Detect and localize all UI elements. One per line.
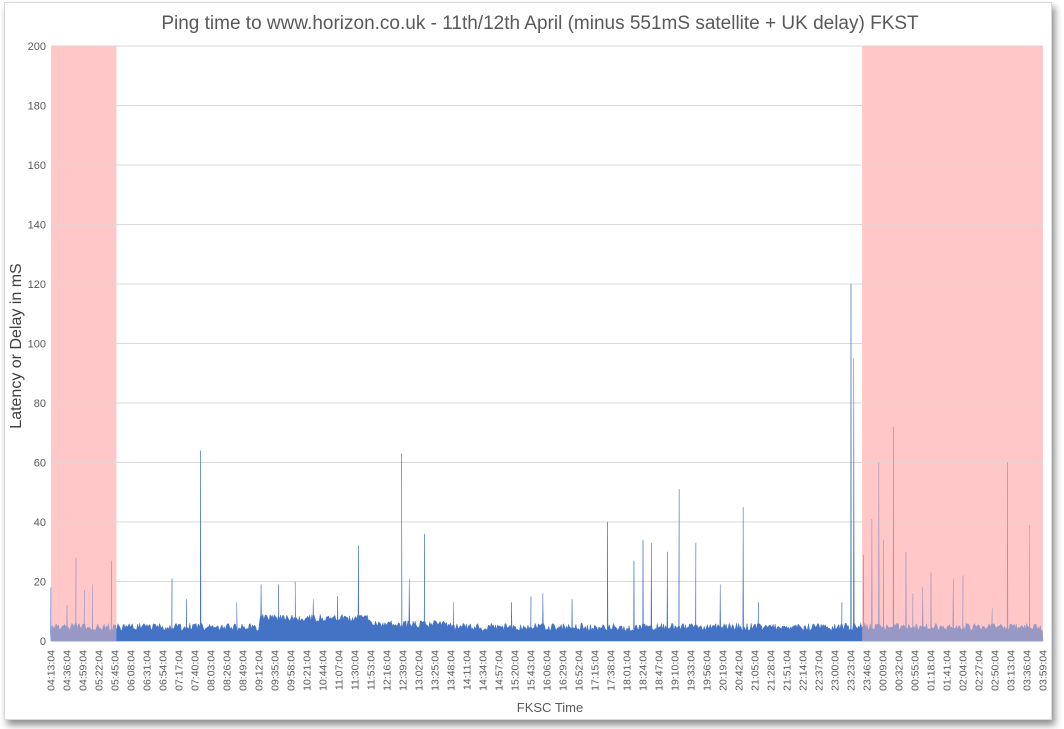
x-tick-label: 11:07:04 xyxy=(334,650,346,690)
y-tick-label: 100 xyxy=(28,339,46,351)
x-tick-label: 11:53:04 xyxy=(366,650,378,690)
x-axis-title: FKSC Time xyxy=(517,700,583,715)
x-tick-label: 00:32:04 xyxy=(894,650,906,691)
x-tick-label: 17:38:04 xyxy=(606,650,618,691)
x-tick-label: 04:13:04 xyxy=(46,650,58,691)
x-tick-label: 04:59:04 xyxy=(78,650,90,691)
x-tick-label: 06:08:04 xyxy=(126,650,138,691)
x-tick-label: 06:54:04 xyxy=(158,650,170,691)
x-tick-label: 22:37:04 xyxy=(814,650,826,691)
x-tick-label: 00:09:04 xyxy=(878,650,890,691)
x-tick-label: 23:00:04 xyxy=(830,650,842,691)
x-tick-label: 17:15:04 xyxy=(590,650,602,691)
x-tick-label: 18:01:04 xyxy=(622,650,634,691)
chart-title: Ping time to www.horizon.co.uk - 11th/12… xyxy=(161,13,919,34)
x-tick-label: 14:34:04 xyxy=(478,650,490,691)
x-tick-label: 02:27:04 xyxy=(974,650,986,691)
x-tick-label: 06:31:04 xyxy=(142,650,154,691)
y-tick-label: 120 xyxy=(28,279,46,291)
x-tick-label: 22:14:04 xyxy=(798,650,810,691)
x-tick-label: 12:16:04 xyxy=(382,650,394,691)
y-tick-label: 60 xyxy=(34,458,46,470)
x-tick-label: 07:40:04 xyxy=(190,650,202,691)
ping-latency-chart: Ping time to www.horizon.co.uk - 11th/12… xyxy=(8,13,1050,715)
y-tick-label: 0 xyxy=(40,636,46,648)
latency-area-series xyxy=(50,283,1044,642)
x-tick-label: 01:41:04 xyxy=(942,650,954,691)
x-tick-label: 16:29:04 xyxy=(558,650,570,691)
x-tick-label: 05:45:04 xyxy=(110,650,122,691)
x-tick-label: 19:56:04 xyxy=(702,650,714,691)
x-tick-label: 13:48:04 xyxy=(446,650,458,691)
x-tick-label: 10:44:04 xyxy=(318,650,330,691)
x-tick-label: 12:39:04 xyxy=(398,650,410,691)
chart-frame: Ping time to www.horizon.co.uk - 11th/12… xyxy=(4,2,1052,720)
x-tick-label: 20:19:04 xyxy=(718,650,730,691)
x-tick-label: 16:52:04 xyxy=(574,650,586,691)
y-tick-label: 80 xyxy=(34,398,46,410)
x-tick-label: 08:26:04 xyxy=(222,650,234,691)
x-tick-label: 16:06:04 xyxy=(542,650,554,691)
y-tick-label: 140 xyxy=(28,220,46,232)
x-tick-label: 23:23:04 xyxy=(846,650,858,691)
x-tick-label: 09:12:04 xyxy=(254,650,266,691)
x-tick-label: 08:03:04 xyxy=(206,650,218,691)
y-axis-title: Latency or Delay in mS xyxy=(8,263,25,428)
y-tick-label: 200 xyxy=(28,41,46,53)
x-tick-label: 09:58:04 xyxy=(286,650,298,691)
x-tick-label: 18:47:04 xyxy=(654,650,666,691)
x-tick-label: 11:30:04 xyxy=(350,650,362,690)
y-tick-label: 180 xyxy=(28,101,46,113)
x-tick-label: 05:22:04 xyxy=(94,650,106,691)
x-tick-label: 21:51:04 xyxy=(782,650,794,691)
x-tick-label: 23:46:04 xyxy=(862,650,874,691)
x-tick-label: 03:59:04 xyxy=(1038,650,1050,691)
x-tick-label: 21:05:04 xyxy=(750,650,762,691)
x-tick-label: 14:11:04 xyxy=(462,650,474,690)
x-tick-label: 10:21:04 xyxy=(302,650,314,691)
x-tick-label: 02:04:04 xyxy=(958,650,970,691)
x-tick-label: 09:35:04 xyxy=(270,650,282,691)
shaded-region-overlay-0 xyxy=(51,46,117,641)
x-tick-label: 19:33:04 xyxy=(686,650,698,691)
x-tick-label: 08:49:04 xyxy=(238,650,250,691)
x-tick-label: 03:36:04 xyxy=(1022,650,1034,691)
x-tick-label: 19:10:04 xyxy=(670,650,682,691)
shaded-region-overlay-1 xyxy=(862,46,1043,641)
x-tick-label: 07:17:04 xyxy=(174,650,186,691)
x-tick-label: 00:55:04 xyxy=(910,650,922,691)
y-tick-label: 160 xyxy=(28,160,46,172)
x-tick-label: 15:43:04 xyxy=(526,650,538,691)
x-tick-label: 18:24:04 xyxy=(638,650,650,691)
x-tick-label: 01:18:04 xyxy=(926,650,938,691)
x-tick-label: 02:50:04 xyxy=(990,650,1002,691)
y-tick-label: 40 xyxy=(34,517,46,529)
x-tick-label: 15:20:04 xyxy=(510,650,522,691)
x-tick-label: 14:57:04 xyxy=(494,650,506,691)
x-tick-label: 13:02:04 xyxy=(414,650,426,691)
x-tick-label: 20:42:04 xyxy=(734,650,746,691)
x-tick-label: 21:28:04 xyxy=(766,650,778,691)
x-tick-label: 04:36:04 xyxy=(62,650,74,691)
x-tick-label: 13:25:04 xyxy=(430,650,442,691)
x-tick-label: 03:13:04 xyxy=(1006,650,1018,691)
y-tick-label: 20 xyxy=(34,577,46,589)
